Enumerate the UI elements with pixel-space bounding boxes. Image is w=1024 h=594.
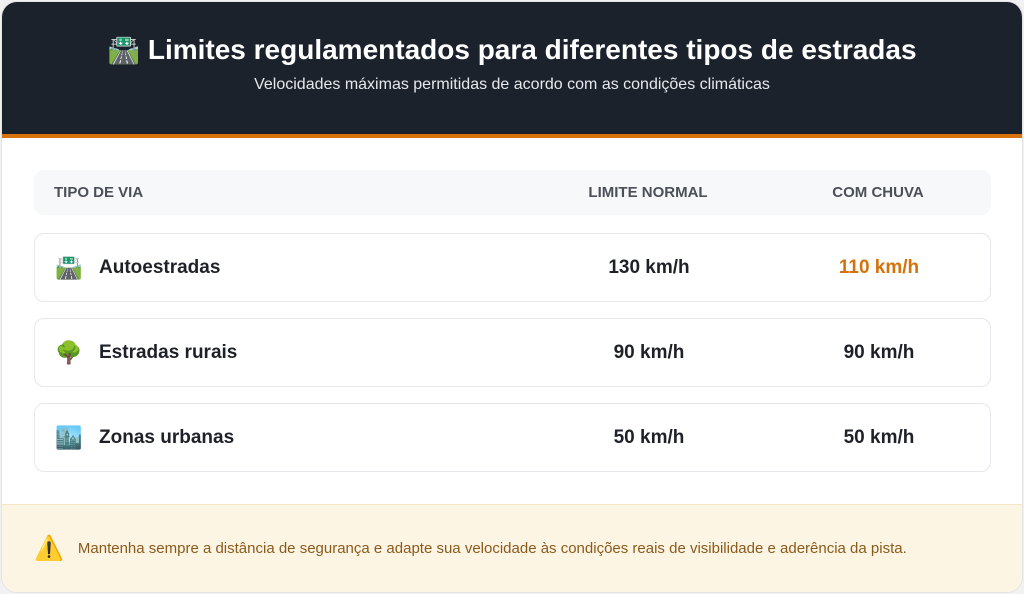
- column-header-normal: LIMITE NORMAL: [588, 184, 708, 201]
- road-type: Autoestradas: [99, 256, 221, 278]
- table-row: 🛣️ Autoestradas 130 km/h 110 km/h: [34, 233, 991, 302]
- column-header-rain: COM CHUVA: [832, 184, 924, 201]
- rain-limit: 110 km/h: [838, 256, 920, 278]
- safety-note-text: Mantenha sempre a distância de segurança…: [77, 540, 907, 557]
- column-header-type: TIPO DE VIA: [54, 184, 144, 201]
- table-row: 🏙️ Zonas urbanas 50 km/h 50 km/h: [34, 403, 991, 472]
- motorway-icon: 🛣️: [107, 35, 140, 65]
- page-title: 🛣️ Limites regulamentados para diferentes…: [2, 2, 1022, 68]
- page-subtitle: Velocidades máximas permitidas de acordo…: [254, 76, 770, 93]
- table-header: TIPO DE VIA LIMITE NORMAL COM CHUVA: [34, 170, 991, 215]
- normal-limit: 50 km/h: [613, 426, 685, 448]
- rain-limit: 50 km/h: [843, 426, 915, 448]
- rain-limit: 90 km/h: [843, 341, 915, 363]
- safety-note: ⚠️ Mantenha sempre a distância de segura…: [2, 504, 1022, 592]
- normal-limit: 130 km/h: [608, 256, 690, 278]
- road-type: Estradas rurais: [99, 341, 238, 363]
- table-row: 🌳 Estradas rurais 90 km/h 90 km/h: [34, 318, 991, 387]
- motorway-icon: 🛣️: [55, 254, 83, 280]
- cityscape-icon: 🏙️: [55, 424, 83, 450]
- road-type: Zonas urbanas: [99, 426, 235, 448]
- tree-icon: 🌳: [55, 339, 83, 365]
- header: 🛣️ Limites regulamentados para diferentes…: [2, 2, 1022, 138]
- normal-limit: 90 km/h: [613, 341, 685, 363]
- title-text: Limites regulamentados para diferentes t…: [147, 34, 917, 65]
- speed-limits-table: TIPO DE VIA LIMITE NORMAL COM CHUVA 🛣️ Au…: [34, 170, 991, 472]
- warning-icon: ⚠️: [34, 535, 64, 562]
